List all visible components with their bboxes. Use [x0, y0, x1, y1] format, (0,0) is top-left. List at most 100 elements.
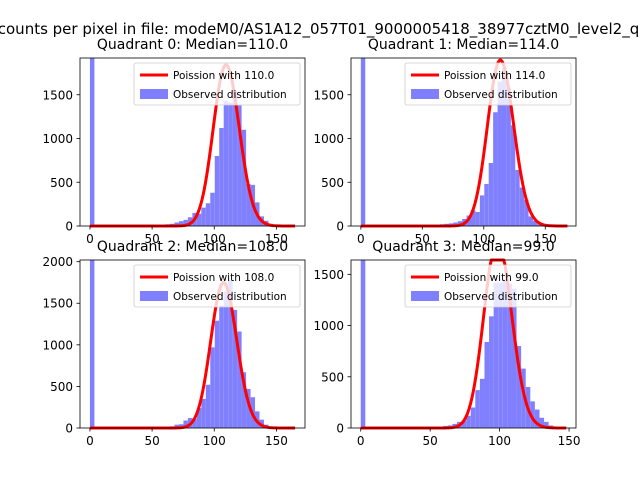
histogram-bar — [210, 347, 215, 428]
x-tick-label: 0 — [86, 232, 94, 246]
histogram-bars — [360, 58, 547, 226]
y-tick-label: 0 — [336, 422, 344, 436]
y-tick-label: 0 — [65, 422, 73, 436]
y-tick-label: 1000 — [42, 338, 73, 352]
legend-label: Observed distribution — [173, 89, 287, 101]
axes-frame — [350, 259, 577, 429]
histogram-bar — [228, 102, 233, 226]
histogram-bar — [528, 216, 533, 226]
x-tick-label: 150 — [265, 434, 288, 448]
x-tick-label: 100 — [203, 434, 226, 448]
histogram-bar — [530, 401, 535, 428]
histogram-bar — [515, 170, 520, 226]
histogram-bar — [453, 222, 458, 226]
histogram-bar — [475, 390, 480, 428]
histogram-bar — [192, 418, 197, 428]
histogram-bar — [457, 221, 463, 226]
y-tick-label: 1500 — [42, 297, 73, 311]
histogram-bar — [89, 58, 95, 226]
legend-bar-swatch — [411, 89, 439, 99]
legend: Poission with 108.0 Observed distribution — [133, 264, 301, 308]
figure-suptitle: Histogram of counts per pixel in file: m… — [0, 20, 640, 39]
histogram-bar — [493, 282, 499, 428]
x-tick-label: 100 — [472, 232, 495, 246]
histogram-bar — [223, 291, 229, 428]
legend-label: Observed distribution — [444, 291, 558, 303]
histogram-bar — [196, 213, 202, 226]
x-tick-label: 100 — [488, 434, 511, 448]
histogram-bar — [461, 420, 467, 428]
histogram-bar — [497, 81, 502, 226]
legend: Poission with 114.0 Observed distribution — [404, 62, 572, 106]
y-tick-label: 2000 — [42, 255, 73, 269]
histogram-bar — [174, 222, 179, 226]
legend-bar-swatch — [411, 291, 439, 301]
histogram-bar — [489, 316, 494, 428]
y-tick-label: 0 — [336, 220, 344, 234]
y-tick-label: 500 — [50, 380, 73, 394]
x-tick-label: 0 — [357, 434, 365, 448]
histogram-bar — [516, 346, 522, 428]
histogram-bar — [524, 199, 529, 226]
histogram-bar — [484, 341, 490, 428]
histogram-bar — [544, 421, 549, 428]
histogram-bar — [89, 260, 95, 428]
histogram-bar — [241, 129, 247, 226]
legend: Poission with 110.0 Observed distribution — [133, 62, 301, 106]
histogram-bar — [201, 207, 206, 226]
panel-title: Quadrant 3: Median=99.0 — [372, 239, 554, 255]
legend-label: Poission with 99.0 — [444, 272, 539, 284]
histogram-bar — [174, 424, 179, 428]
histogram-bar — [178, 424, 184, 428]
histogram-bar — [237, 105, 242, 226]
histogram-bar — [187, 217, 193, 226]
x-axis-ticks: 0 50 100 150 — [357, 226, 557, 246]
y-tick-label: 500 — [50, 176, 73, 190]
histogram-bar — [479, 378, 485, 428]
axes-frame — [79, 57, 306, 227]
histogram-bar — [539, 417, 545, 428]
histogram-bar — [246, 388, 251, 428]
histogram-bar — [488, 163, 494, 226]
histogram-bar — [506, 87, 511, 226]
histogram-bar — [360, 58, 366, 226]
x-axis-ticks: 0 50 100 150 — [86, 226, 288, 246]
x-tick-label: 50 — [415, 232, 430, 246]
x-axis-ticks: 0 50 100 150 — [86, 428, 288, 448]
histogram-bar — [210, 192, 215, 226]
histogram-bar — [237, 331, 242, 428]
histogram-bar — [475, 212, 480, 226]
histogram-bar — [196, 408, 202, 428]
y-axis-ticks: 0 500 1000 1500 — [313, 268, 351, 436]
legend-label: Poission with 108.0 — [173, 272, 274, 284]
y-tick-label: 1000 — [42, 132, 73, 146]
legend-label: Poission with 114.0 — [444, 70, 545, 82]
x-tick-label: 50 — [144, 232, 159, 246]
histogram-bar — [501, 68, 507, 226]
histogram-bar — [214, 320, 220, 428]
legend-box — [404, 62, 572, 106]
x-tick-label: 50 — [423, 434, 438, 448]
histogram-bar — [532, 220, 538, 226]
histogram-bar — [479, 195, 485, 226]
histogram-bar — [471, 210, 476, 226]
panel-title: Quadrant 1: Median=114.0 — [368, 37, 559, 53]
histogram-bar — [241, 372, 247, 428]
y-axis-ticks: 0 500 1000 1500 — [313, 88, 351, 234]
x-tick-label: 0 — [357, 232, 365, 246]
legend-box — [133, 62, 301, 106]
histogram-bar — [534, 409, 540, 428]
legend-bar-swatch — [140, 291, 168, 301]
histogram-bar — [360, 260, 366, 428]
legend-box — [133, 264, 301, 308]
histogram-bar — [201, 398, 206, 428]
histogram-bar — [519, 187, 525, 226]
histogram-bar — [214, 156, 220, 226]
histogram-bar — [205, 203, 211, 226]
axes-frame — [79, 259, 306, 429]
